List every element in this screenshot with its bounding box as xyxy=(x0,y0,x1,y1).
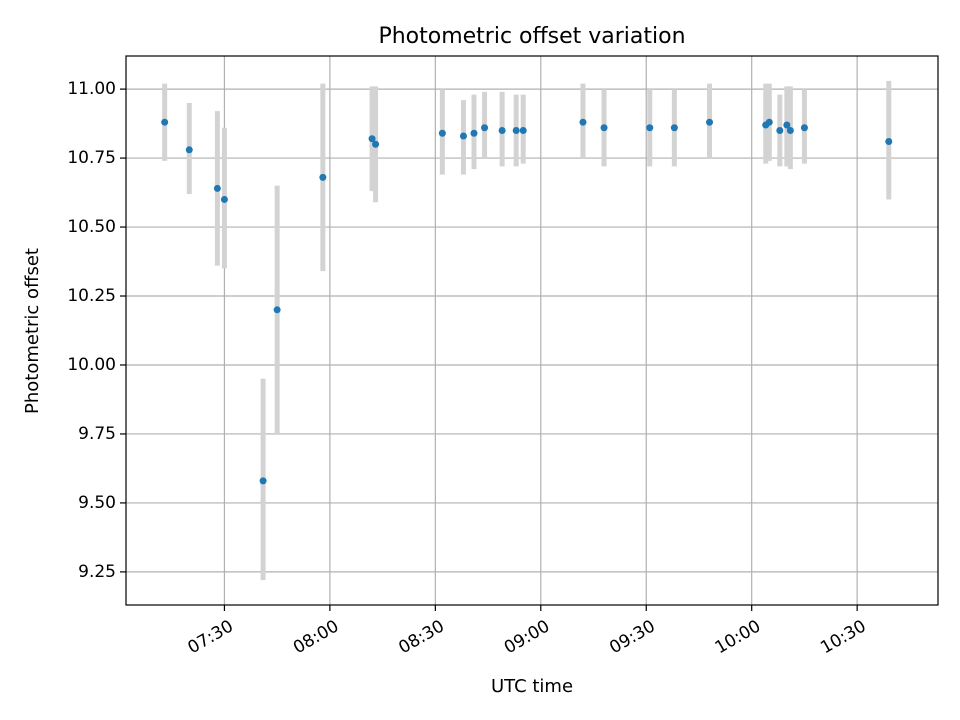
data-point xyxy=(776,126,784,134)
data-point xyxy=(783,121,791,129)
data-point xyxy=(459,132,467,140)
y-tick-label: 10.00 xyxy=(67,355,116,375)
y-tick-label: 11.00 xyxy=(67,79,116,99)
data-point xyxy=(220,195,228,203)
data-point xyxy=(706,118,714,126)
data-point xyxy=(498,126,506,134)
data-point xyxy=(259,477,267,485)
y-tick-label: 10.50 xyxy=(67,217,116,237)
data-point xyxy=(368,135,376,143)
data-point xyxy=(470,129,478,137)
data-point xyxy=(185,146,193,154)
data-point xyxy=(579,118,587,126)
data-point xyxy=(786,126,794,134)
y-tick-label: 10.25 xyxy=(67,286,116,306)
data-point xyxy=(319,173,327,181)
x-axis-label: UTC time xyxy=(491,676,573,697)
data-point xyxy=(765,118,773,126)
y-axis-ticks: 9.25 9.50 9.75 10.00 10.25 10.50 10.75 11.00 xyxy=(67,79,126,582)
data-point xyxy=(512,126,520,134)
data-point xyxy=(670,124,678,132)
plot-frame xyxy=(125,55,939,606)
chart-title: Photometric offset variation xyxy=(378,24,685,49)
data-point xyxy=(885,138,893,146)
data-point xyxy=(273,306,281,314)
data-point xyxy=(800,124,808,132)
data-point xyxy=(519,126,527,134)
y-axis-label: Photometric offset xyxy=(22,248,43,414)
data-point xyxy=(161,118,169,126)
y-tick-label: 9.50 xyxy=(78,493,116,513)
y-tick-label: 10.75 xyxy=(67,148,116,168)
y-tick-label: 9.25 xyxy=(78,562,116,582)
data-point xyxy=(600,124,608,132)
data-point xyxy=(646,124,654,132)
data-points xyxy=(161,118,893,485)
data-point xyxy=(372,140,380,148)
y-tick-label: 9.75 xyxy=(78,424,116,444)
data-point xyxy=(213,184,221,192)
data-point xyxy=(481,124,489,132)
data-point xyxy=(438,129,446,137)
